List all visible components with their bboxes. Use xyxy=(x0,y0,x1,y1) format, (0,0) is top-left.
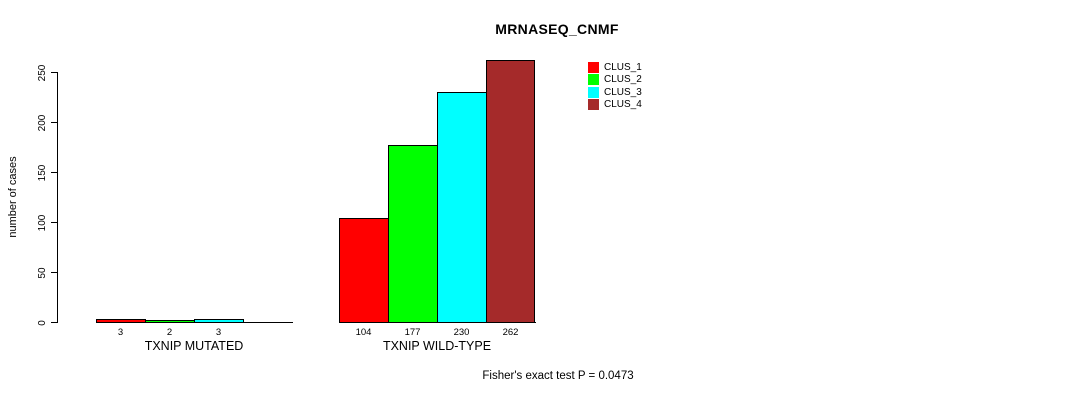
y-axis-tick xyxy=(51,72,57,73)
legend-row: CLUS_2 xyxy=(588,74,642,86)
y-axis-tick-label: 100 xyxy=(36,214,48,231)
bar-clus-1-group2 xyxy=(339,218,389,323)
legend-swatch xyxy=(588,62,599,73)
y-axis-tick-label: 50 xyxy=(36,266,48,279)
legend-label: CLUS_2 xyxy=(604,74,642,86)
legend-swatch xyxy=(588,86,599,98)
bar-value-label: 2 xyxy=(166,327,173,338)
legend-row: CLUS_1 xyxy=(588,62,642,73)
y-axis-tick-label: 150 xyxy=(36,164,48,181)
y-axis-tick xyxy=(51,222,57,223)
bar-value-label: 177 xyxy=(404,327,421,338)
bar-value-label: 104 xyxy=(355,327,372,338)
y-axis-tick-label: 0 xyxy=(36,319,48,326)
x-group-label: TXNIP MUTATED xyxy=(144,339,244,353)
bar-clus-3-group1 xyxy=(194,319,244,323)
legend-row: CLUS_3 xyxy=(588,86,642,98)
y-axis-tick xyxy=(51,172,57,173)
bar-value-label: 262 xyxy=(502,327,519,338)
y-axis-line xyxy=(57,72,58,323)
bar-clus-1-group1 xyxy=(96,319,146,323)
chart-title: MRNASEQ_CNMF xyxy=(495,21,619,37)
bar-value-label: 3 xyxy=(215,327,222,338)
bar-value-label: 230 xyxy=(453,327,470,338)
legend-row: CLUS_4 xyxy=(588,99,642,111)
legend-swatch xyxy=(588,74,599,86)
legend-label: CLUS_4 xyxy=(604,99,642,111)
bar-clus-2-group2 xyxy=(388,145,438,323)
legend-label: CLUS_1 xyxy=(604,62,642,73)
y-axis-title: number of cases xyxy=(7,156,19,238)
legend-label: CLUS_3 xyxy=(604,86,642,98)
x-group-label: TXNIP WILD-TYPE xyxy=(382,339,492,353)
bar-clus-3-group2 xyxy=(437,92,487,323)
legend: CLUS_1 CLUS_2 CLUS_3 CLUS_4 xyxy=(588,62,642,112)
y-axis-tick xyxy=(51,322,57,323)
legend-swatch xyxy=(588,99,599,111)
bar-value-label: 3 xyxy=(117,327,124,338)
y-axis-tick-label: 250 xyxy=(36,64,48,81)
bar-clus-2-group1 xyxy=(145,320,195,323)
y-axis-tick xyxy=(51,272,57,273)
annotation-text: Fisher's exact test P = 0.0473 xyxy=(482,370,634,382)
y-axis-tick-label: 200 xyxy=(36,114,48,131)
y-axis-tick xyxy=(51,122,57,123)
bar-clus-4-group2 xyxy=(486,60,535,323)
